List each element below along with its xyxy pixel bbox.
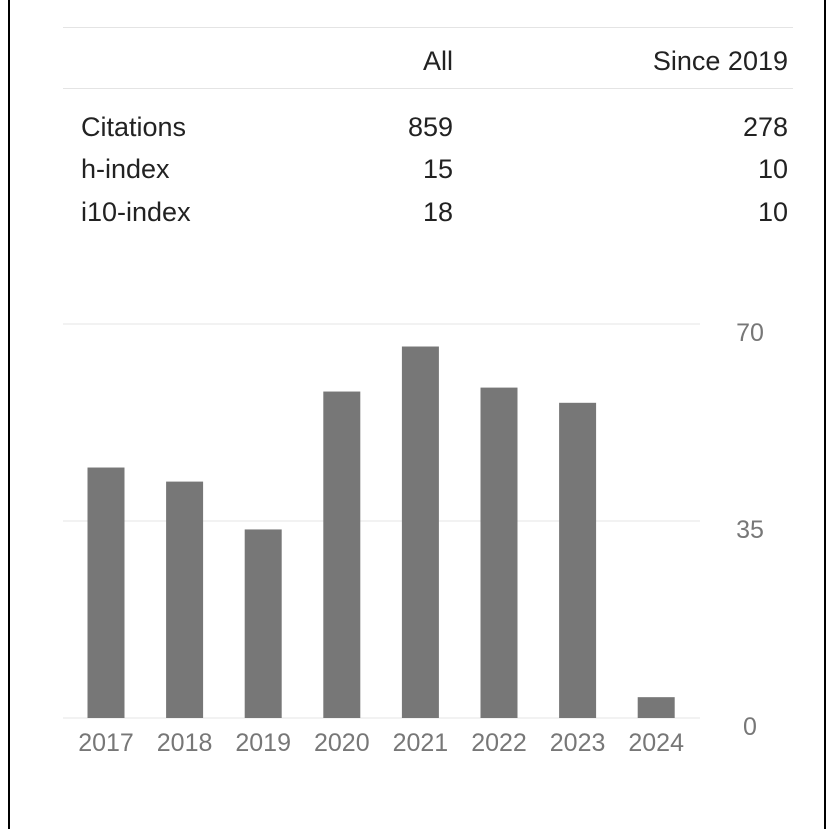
citations-since-value: 278 <box>742 112 788 142</box>
bar-2023[interactable] <box>559 402 597 718</box>
row-label-citations[interactable]: Citations <box>81 112 187 142</box>
bar-2021[interactable] <box>401 346 439 718</box>
x-tick-label-2023: 2023 <box>550 729 606 757</box>
h-index-since-value: 10 <box>757 154 788 184</box>
table-top-divider <box>63 27 793 28</box>
citation-stats-table: All Since 2019 Citations 859 278 h-index… <box>0 0 836 240</box>
x-tick-label-2022: 2022 <box>471 729 527 757</box>
bar-2020[interactable] <box>323 391 361 718</box>
h-index-all-value: 15 <box>422 154 453 184</box>
citations-all-value: 859 <box>407 112 453 142</box>
bar-2019[interactable] <box>244 529 282 718</box>
x-tick-label-2021: 2021 <box>393 729 449 757</box>
row-label-h-index[interactable]: h-index <box>81 154 170 184</box>
header-since-2019[interactable]: Since 2019 <box>652 46 788 76</box>
x-tick-label-2019: 2019 <box>235 729 291 757</box>
i10-index-all-value: 18 <box>422 197 453 227</box>
y-tick-label-35: 35 <box>736 516 764 544</box>
table-header-divider <box>63 88 793 89</box>
x-tick-label-2020: 2020 <box>314 729 370 757</box>
x-tick-label-2018: 2018 <box>157 729 213 757</box>
x-tick-label-2017: 2017 <box>78 729 134 757</box>
bar-2018[interactable] <box>166 481 204 718</box>
y-tick-label-70: 70 <box>736 319 764 347</box>
bar-2017[interactable] <box>87 467 125 718</box>
x-tick-label-2024: 2024 <box>628 729 684 757</box>
y-tick-label-0: 0 <box>743 713 757 741</box>
bar-2024[interactable] <box>637 697 675 718</box>
bar-2022[interactable] <box>480 387 518 718</box>
i10-index-since-value: 10 <box>757 197 788 227</box>
row-label-i10-index[interactable]: i10-index <box>81 197 191 227</box>
header-all[interactable]: All <box>422 46 453 76</box>
